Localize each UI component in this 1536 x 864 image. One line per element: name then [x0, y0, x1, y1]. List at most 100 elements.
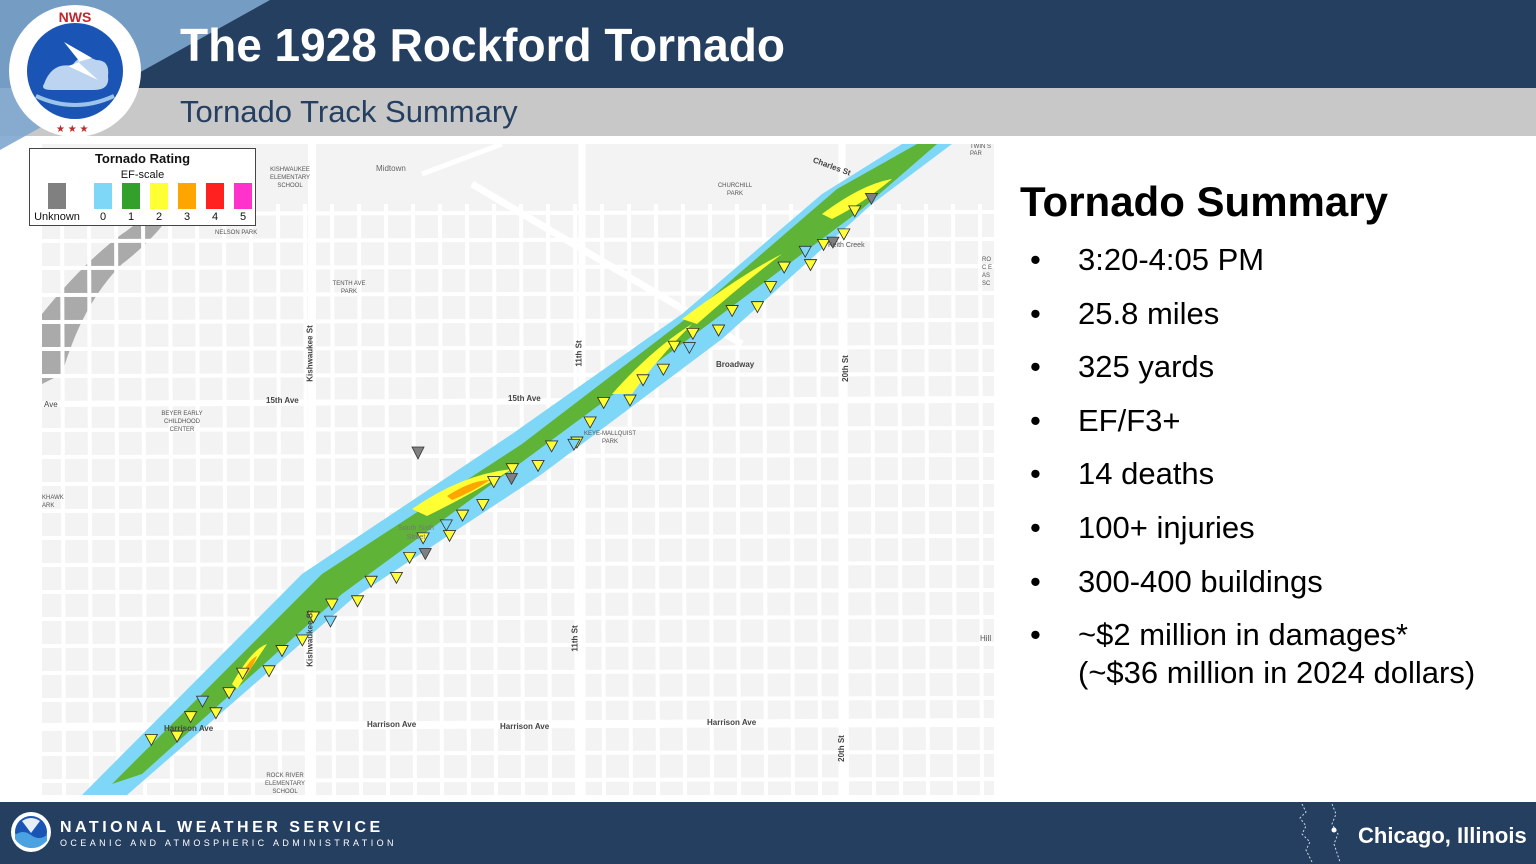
damage-marker-unknown[interactable]	[864, 192, 879, 206]
summary-list: • 3:20-4:05 PM • 25.8 miles • 325 yards • EF…	[1030, 242, 1530, 690]
label-ave-edge: Ave	[44, 400, 58, 409]
legend-label-ef5: 5	[239, 211, 247, 223]
summary-item-injuries: • 100+ injuries	[1030, 509, 1255, 545]
damage-marker-ef2[interactable]	[725, 305, 739, 318]
damage-marker-unknown[interactable]	[411, 446, 425, 460]
damage-marker-ef2[interactable]	[803, 259, 818, 272]
damage-marker-ef2[interactable]	[505, 463, 520, 476]
footer-org-name: NATIONAL WEATHER SERVICE	[60, 819, 384, 836]
damage-marker-ef2[interactable]	[750, 301, 765, 314]
legend-label-ef1: 1	[127, 211, 135, 223]
damage-marker-unknown[interactable]	[826, 236, 840, 249]
damage-marker-ef0[interactable]	[798, 245, 812, 258]
damage-marker-ef2[interactable]	[295, 634, 310, 647]
damage-marker-ef2[interactable]	[686, 327, 700, 341]
footer-bar	[0, 802, 1536, 864]
illinois-outline-icon	[1299, 804, 1341, 862]
summary-item-deaths: • 14 deaths	[1030, 456, 1215, 492]
label-kishwaukee-st-n: Kishwaukee St	[305, 325, 315, 382]
damage-marker-ef2[interactable]	[777, 261, 791, 274]
label-rock-east: ROC EAS SC	[982, 257, 993, 287]
legend-swatch-unknown	[48, 183, 66, 209]
damage-marker-ef2[interactable]	[837, 228, 851, 241]
damage-marker-ef2[interactable]	[402, 551, 417, 565]
legend-swatch-ef0	[94, 183, 112, 209]
damage-marker-ef2[interactable]	[170, 730, 184, 743]
rating-legend: Tornado Rating EF-scale Unknown 0 1 2 3 4 5	[29, 148, 256, 226]
label-harrison-3: Harrison Ave	[500, 722, 550, 731]
legend-label-ef2: 2	[155, 211, 163, 223]
damage-marker-ef2[interactable]	[583, 416, 597, 429]
damage-marker-ef2[interactable]	[711, 324, 726, 337]
label-rock-river: ROCK RIVER ELEMENTARY SCHOOL	[264, 773, 306, 795]
label-11th-st-s: 11th St	[570, 625, 580, 652]
label-harrison-2: Harrison Ave	[367, 720, 417, 729]
damage-marker-ef2[interactable]	[476, 499, 490, 512]
summary-item-time: • 3:20-4:05 PM	[1030, 242, 1265, 277]
damage-marker-ef2[interactable]	[222, 687, 236, 700]
label-south-sixth: South Sixth Street	[398, 525, 434, 541]
damage-marker-ef0[interactable]	[195, 695, 210, 708]
damage-marker-ef2[interactable]	[455, 509, 470, 522]
damage-marker-ef2[interactable]	[389, 572, 404, 585]
label-kishwaukee-school: KISHWAUKEE ELEMENTARY SCHOOL	[269, 167, 311, 189]
damage-marker-ef2[interactable]	[209, 707, 223, 720]
legend-label-ef3: 3	[183, 211, 191, 223]
summary-item-rating: • EF/F3+	[1030, 402, 1181, 438]
damage-marker-ef2[interactable]	[183, 711, 198, 724]
label-churchill-park: CHURCHILL PARK	[717, 183, 753, 197]
label-harrison-4: Harrison Ave	[707, 718, 757, 727]
summary-item-length: • 25.8 miles	[1030, 295, 1220, 331]
damage-marker-ef2[interactable]	[531, 460, 545, 473]
map-canvas	[42, 144, 994, 795]
damage-marker-ef2[interactable]	[816, 239, 831, 252]
label-khawk: KHAWK ARK	[42, 495, 64, 509]
damage-marker-ef2[interactable]	[763, 281, 778, 294]
svg-text:★ ★ ★: ★ ★ ★	[56, 124, 88, 135]
label-kishwaukee-st-s: Kishwaukee St	[305, 610, 315, 667]
label-15th-ave-e: 15th Ave	[508, 394, 541, 403]
label-broadway: Broadway	[716, 360, 755, 369]
damage-marker-ef2[interactable]	[656, 363, 671, 376]
damage-markers	[144, 192, 879, 747]
damage-marker-ef2[interactable]	[848, 205, 862, 218]
damage-marker-ef2[interactable]	[442, 530, 457, 543]
logo-lettering: NWS	[59, 9, 92, 25]
damage-marker-ef2[interactable]	[416, 532, 430, 545]
damage-marker-ef2[interactable]	[667, 340, 681, 353]
legend-title: Tornado Rating	[94, 151, 191, 166]
damage-marker-ef2[interactable]	[325, 598, 339, 611]
damage-marker-ef2[interactable]	[235, 667, 250, 680]
damage-marker-ef0[interactable]	[567, 438, 581, 451]
damage-marker-ef2[interactable]	[487, 476, 501, 489]
label-hill: Hill	[980, 634, 992, 643]
footer-org-sub: OCEANIC AND ATMOSPHERIC ADMINISTRATION	[60, 838, 397, 848]
damage-marker-ef2[interactable]	[350, 595, 365, 608]
legend-scale: EF-scale	[120, 169, 165, 181]
damage-marker-unknown[interactable]	[504, 473, 519, 486]
damage-marker-ef2[interactable]	[596, 397, 611, 410]
damage-marker-ef0[interactable]	[439, 519, 453, 532]
damage-marker-ef2[interactable]	[544, 440, 559, 453]
damage-marker-ef2[interactable]	[306, 611, 320, 624]
label-20th-st-n: 20th St	[840, 355, 850, 382]
label-11th-st-n: 11th St	[574, 340, 584, 367]
label-20th-st-s: 20th St	[836, 735, 846, 762]
legend-label-unknown: Unknown	[34, 211, 80, 223]
damage-marker-ef2[interactable]	[262, 665, 276, 678]
damage-marker-ef2[interactable]	[144, 734, 159, 747]
legend-label-ef4: 4	[211, 211, 219, 223]
legend-swatch-ef1	[122, 183, 140, 209]
damage-marker-ef2[interactable]	[275, 645, 289, 658]
tornado-track-map[interactable]: Midtown KISHWAUKEE ELEMENTARY SCHOOL NEL…	[42, 144, 994, 795]
damage-marker-ef0[interactable]	[323, 615, 338, 628]
track-ef1-swath	[112, 144, 937, 784]
legend-swatch-ef4	[206, 183, 224, 209]
damage-marker-ef2[interactable]	[636, 374, 650, 387]
damage-marker-ef2[interactable]	[364, 575, 378, 588]
label-midtown: Midtown	[376, 164, 406, 173]
damage-marker-ef2[interactable]	[623, 394, 637, 407]
label-keith-creek: Keith Creek	[828, 242, 865, 249]
damage-marker-ef0[interactable]	[682, 342, 697, 355]
damage-marker-unknown[interactable]	[418, 548, 432, 561]
